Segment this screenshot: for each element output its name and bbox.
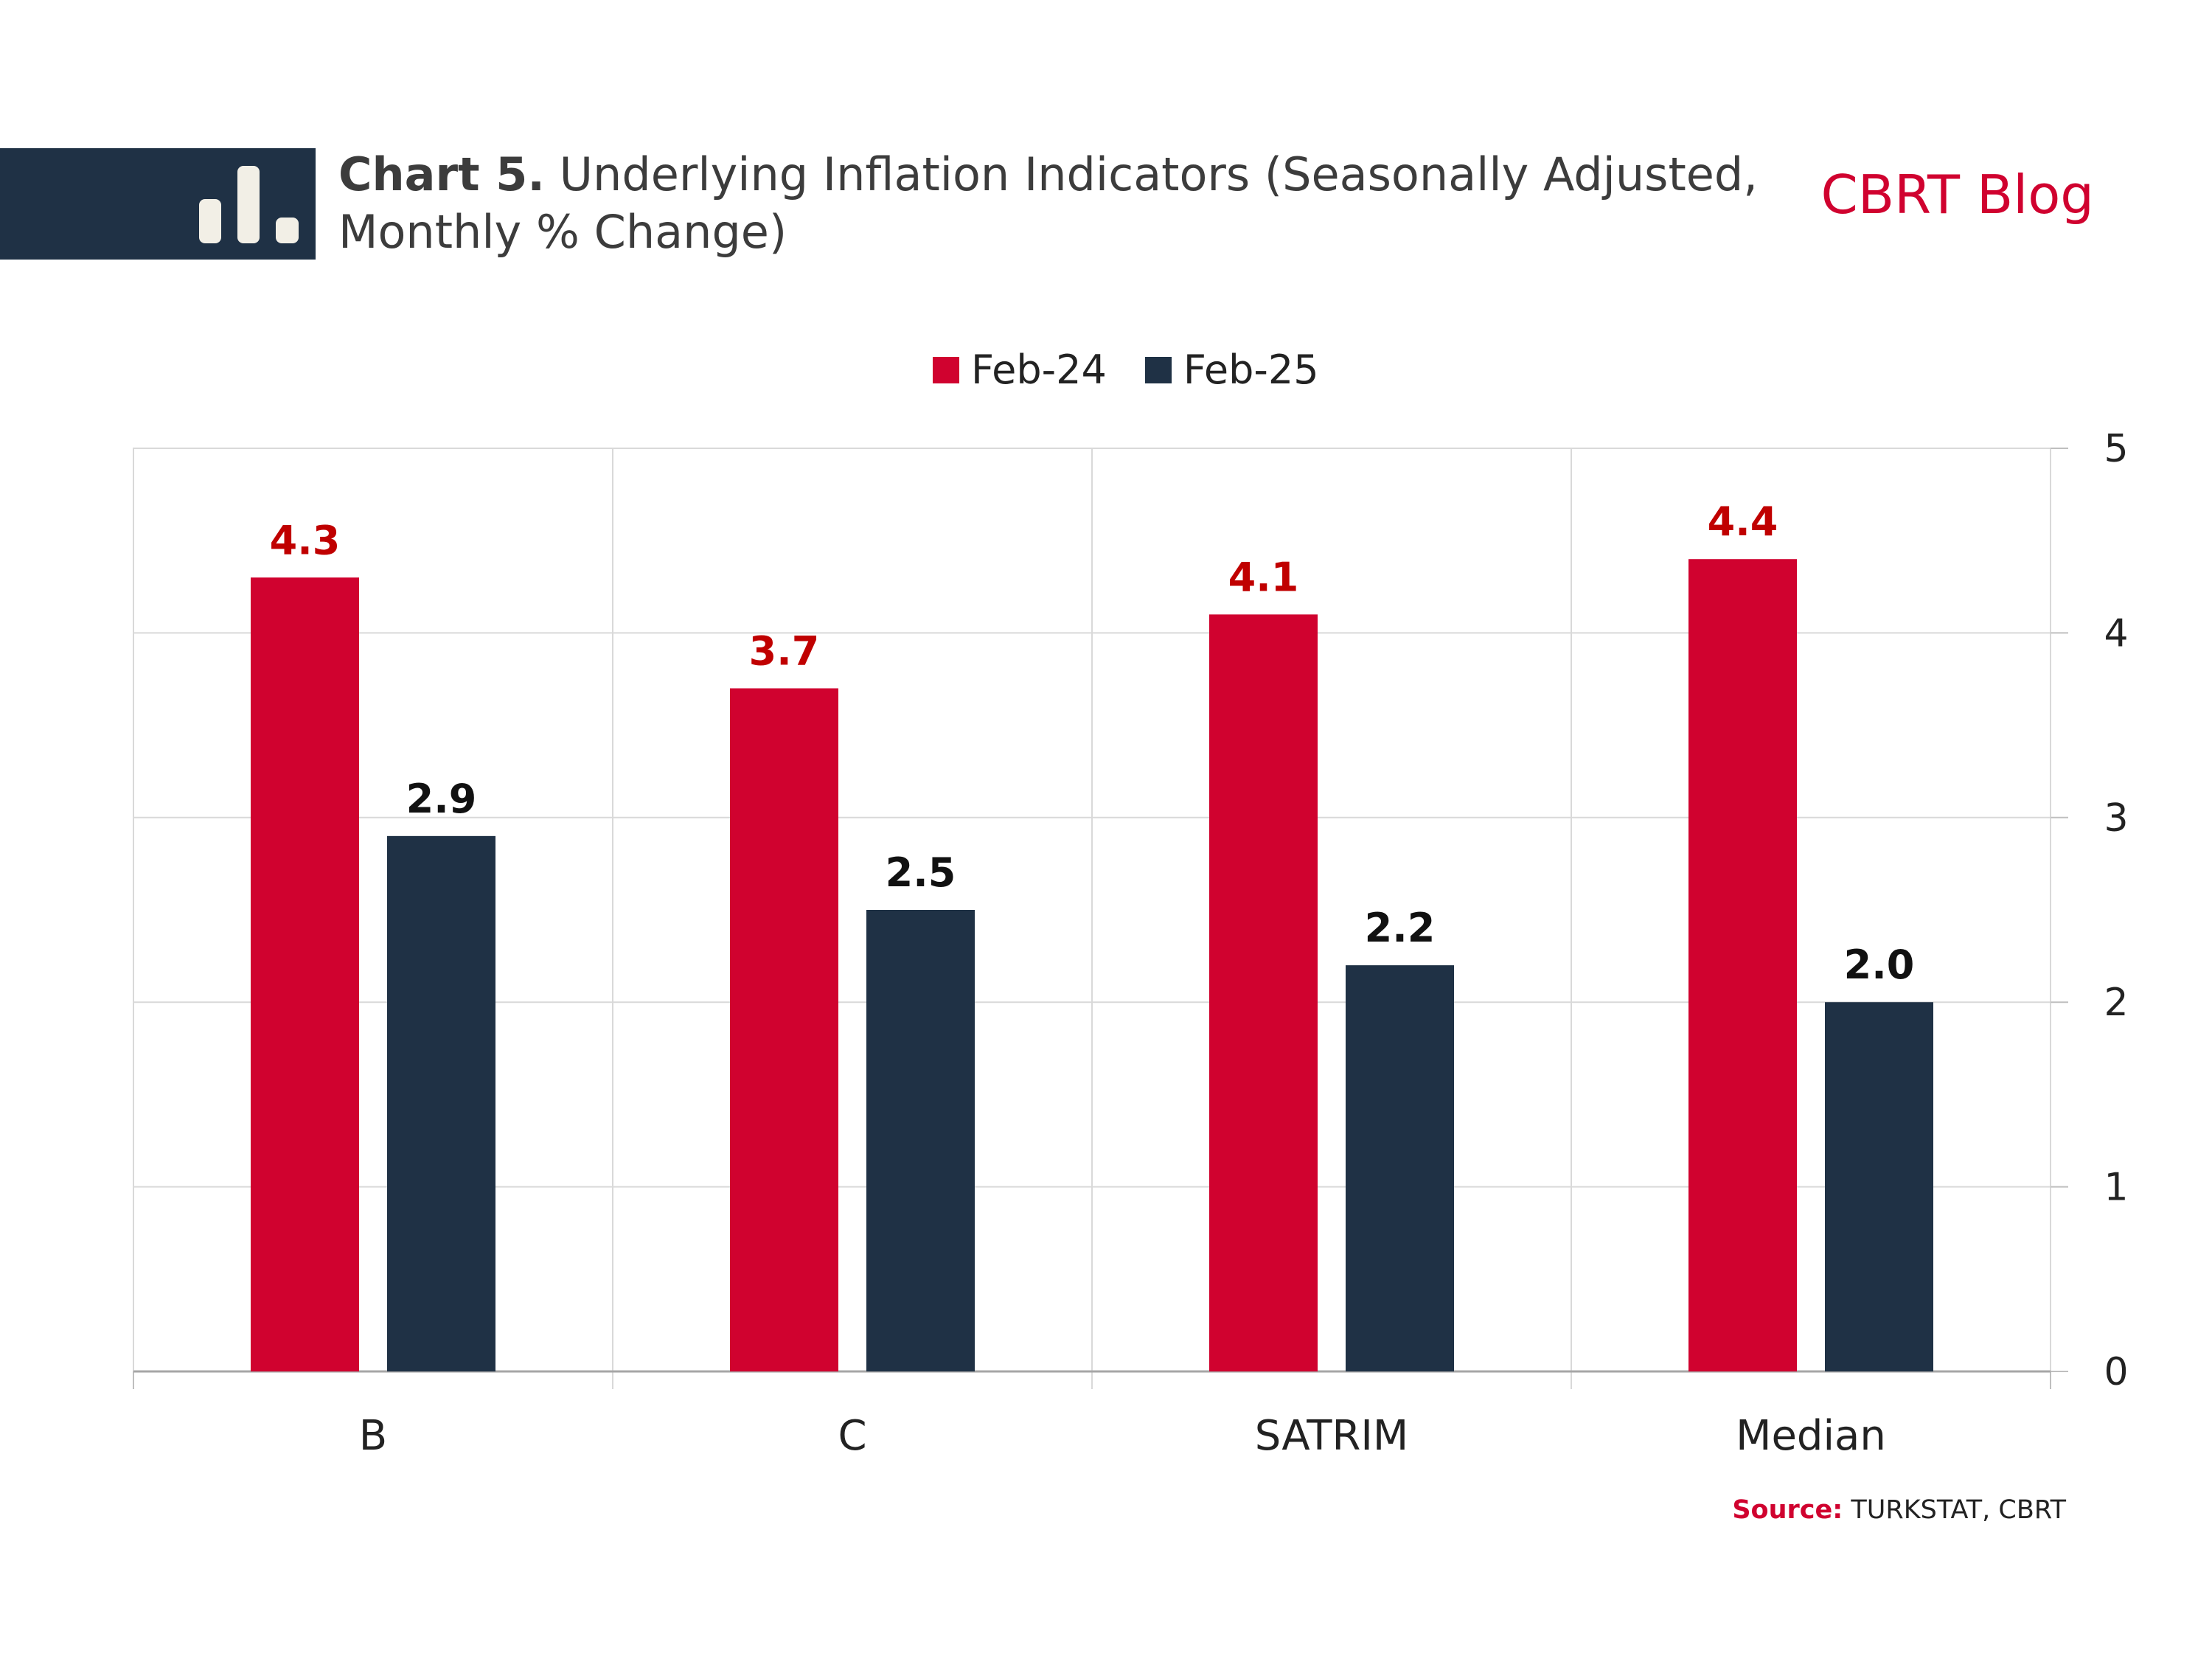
y-tick-label: 1 xyxy=(2104,1166,2128,1210)
data-label: 4.3 xyxy=(270,517,341,563)
bar-feb-25 xyxy=(1346,965,1454,1371)
y-tick-label: 0 xyxy=(2104,1350,2128,1394)
y-tick-label: 3 xyxy=(2104,796,2128,841)
header-bar xyxy=(0,148,316,260)
brand-label: CBRT Blog xyxy=(1820,164,2094,226)
chart-legend: Feb-24 Feb-25 xyxy=(933,347,1357,393)
chart-title-text: Underlying Inflation Indicators (Seasona… xyxy=(338,147,1758,259)
bar-chart-icon xyxy=(199,166,299,243)
legend-label-feb24: Feb-24 xyxy=(971,347,1107,393)
bar-feb-24 xyxy=(1209,614,1318,1371)
bar-feb-25 xyxy=(866,910,975,1371)
bar-feb-24 xyxy=(1688,559,1797,1371)
y-tick-label: 4 xyxy=(2104,611,2128,655)
bar-feb-24 xyxy=(730,688,838,1371)
data-label: 3.7 xyxy=(749,628,820,675)
source-text: TURKSTAT, CBRT xyxy=(1843,1495,2066,1525)
bar-feb-24 xyxy=(251,577,359,1371)
chart-title-bold: Chart 5. xyxy=(338,147,545,201)
x-tick-label: Median xyxy=(1736,1412,1886,1460)
legend-label-feb25: Feb-25 xyxy=(1183,347,1319,393)
legend-item-feb25: Feb-25 xyxy=(1144,347,1319,393)
bar-feb-25 xyxy=(1825,1002,1933,1371)
y-tick-label: 2 xyxy=(2104,981,2128,1025)
legend-swatch-feb24 xyxy=(933,356,959,383)
x-tick-label: C xyxy=(838,1412,866,1460)
data-label: 2.9 xyxy=(406,776,477,822)
bar-feb-25 xyxy=(387,835,495,1371)
x-tick-label: B xyxy=(359,1412,387,1460)
x-tick-label: SATRIM xyxy=(1255,1412,1409,1460)
data-label: 2.2 xyxy=(1365,905,1436,951)
y-tick-label: 5 xyxy=(2104,427,2128,471)
chart-title: Chart 5. Underlying Inflation Indicators… xyxy=(338,146,1776,261)
data-label: 2.5 xyxy=(886,849,956,896)
legend-swatch-feb25 xyxy=(1144,356,1172,383)
legend-item-feb24: Feb-24 xyxy=(933,347,1107,393)
source-label: Source: xyxy=(1732,1495,1843,1525)
data-label: 4.1 xyxy=(1228,554,1299,600)
data-label: 2.0 xyxy=(1844,942,1915,988)
source-note: Source: TURKSTAT, CBRT xyxy=(1732,1495,2066,1525)
data-label: 4.4 xyxy=(1708,498,1778,545)
